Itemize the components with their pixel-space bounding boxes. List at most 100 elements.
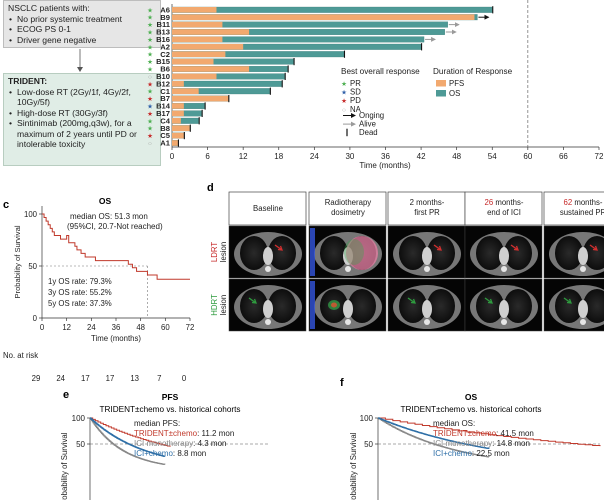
swimmer-tick-label: 6 xyxy=(205,152,210,161)
panel-letter-c: c xyxy=(3,199,9,211)
pfs-bar xyxy=(172,140,178,146)
os-bar xyxy=(171,80,282,87)
ct-column-header xyxy=(387,191,466,226)
legend-response-marker: ★ xyxy=(341,80,347,88)
response-marker: ★ xyxy=(147,66,153,74)
ct-image-hdrt-0 xyxy=(228,278,307,332)
swimmer-legend: Best overall response ★ PR★ SD★ PD○ NA Durat… xyxy=(341,67,513,137)
ct-image-ldrt-2 xyxy=(387,225,466,279)
lesion-arrow-icon xyxy=(589,244,598,251)
swimmer-row: ★ B9 xyxy=(147,13,490,22)
comp-curve-ici-mono xyxy=(90,417,166,465)
comp-legend-entry: ICI monotherapy: 4.3 mon xyxy=(134,439,227,448)
patient-id-label: B12 xyxy=(156,79,170,88)
risk-count: 24 xyxy=(56,374,65,383)
response-marker: ★ xyxy=(147,132,153,140)
os-km-x-tick-label: 48 xyxy=(136,323,145,332)
panel-letter-d: d xyxy=(207,182,214,194)
ct-column-header-text: sustained PR xyxy=(560,208,604,217)
swimmer-tick-label: 30 xyxy=(345,152,354,161)
os-km-curve xyxy=(42,213,190,280)
ct-column-header xyxy=(464,191,543,226)
response-marker: ★ xyxy=(147,51,153,59)
lesion-arrow-icon xyxy=(484,297,493,304)
swimmer-tick-label: 24 xyxy=(310,152,319,161)
swimmer-tick-label: 18 xyxy=(274,152,283,161)
swimmer-row: ★ C5 xyxy=(147,131,185,140)
pfs-bar xyxy=(172,95,229,102)
pfs-bar xyxy=(172,118,181,124)
patient-id-label: C4 xyxy=(160,116,170,125)
os-km-title: OS xyxy=(99,196,112,206)
patient-id-label: A1 xyxy=(160,139,170,148)
risk-count: 17 xyxy=(106,374,115,383)
response-marker: ★ xyxy=(147,117,153,125)
pfs-bar xyxy=(172,73,217,80)
ct-column-header xyxy=(543,191,604,226)
pfs-title: PFS xyxy=(162,392,179,402)
patient-id-label: B16 xyxy=(156,35,170,44)
ct-column-header xyxy=(228,191,307,226)
comp-curve-ici-mono xyxy=(378,417,490,458)
response-marker: ★ xyxy=(147,36,153,44)
pfs-bar xyxy=(172,29,250,35)
risk-count: 29 xyxy=(32,374,41,383)
comp-legend-entry: TRIDENT±chemo: 11.2 mon xyxy=(134,429,234,438)
os-rate-5y: 5y OS rate: 37.3% xyxy=(48,299,112,308)
ct-image-hdrt-1 xyxy=(308,278,387,332)
ct-image-ldrt-1 xyxy=(308,225,387,279)
ct-row-label: LDRT xyxy=(210,242,219,262)
ct-column-header-text: 26 months- xyxy=(484,198,523,207)
os-km-plot: OS 0 12 24 36 48 60 72 0 50 100 median OS: 51.3 m… xyxy=(3,196,194,383)
pfs-comparison-plot: PFS TRIDENT±chemo vs. historical cohorts… xyxy=(60,392,268,500)
inclusion-criteria-header: NSCLC patients with: xyxy=(8,3,90,13)
flow-arrowhead xyxy=(77,67,83,72)
comp-legend-entry: ICI monotherapy: 14.8 mon xyxy=(433,439,530,448)
risk-count: 0 xyxy=(182,374,187,383)
legend-status-label: Dead xyxy=(359,128,378,137)
patient-id-label: B7 xyxy=(160,94,170,103)
legend-duration-title: Duration of Response xyxy=(433,67,513,76)
ct-row-label: HDRT xyxy=(210,294,219,316)
response-marker: ★ xyxy=(147,125,153,133)
pfs-y-label: Probability of Survival xyxy=(60,432,69,500)
pfs-bar xyxy=(172,66,250,72)
patient-id-label: A6 xyxy=(160,5,170,14)
comp-legend-entry: ICI+chemo: 8.8 mon xyxy=(134,449,206,458)
lesion-arrow-icon xyxy=(433,244,442,251)
swimmer-row: ★ B16 xyxy=(147,35,437,44)
ct-column-header-text: 62 months- xyxy=(563,198,602,207)
response-marker: ★ xyxy=(147,95,153,103)
pfs-bar xyxy=(172,132,184,139)
os-km-y-label: Probability of Survival xyxy=(13,225,22,298)
panel-letter-e: e xyxy=(63,389,69,401)
legend-response-marker: ★ xyxy=(341,89,347,97)
pfs-bar xyxy=(172,14,475,20)
ct-image-hdrt-2 xyxy=(387,278,466,332)
legend-response-label: NA xyxy=(350,105,362,114)
trident-item: Low-dose RT (2Gy/1f, 4Gy/2f, 10Gy/5f) xyxy=(8,87,156,108)
pfs-bar xyxy=(172,58,214,65)
ct-image-ldrt-3 xyxy=(464,225,543,279)
inclusion-item: ECOG PS 0-1 xyxy=(8,24,156,35)
os-km-x-tick-label: 12 xyxy=(62,323,71,332)
legend-duration-label: OS xyxy=(449,89,460,98)
os-comp-legend-title: median OS: xyxy=(433,419,475,428)
swimmer-tick-label: 42 xyxy=(417,152,426,161)
response-marker: ★ xyxy=(147,58,153,66)
response-marker: ★ xyxy=(147,110,153,118)
response-marker: ★ xyxy=(147,88,153,96)
comp-legend-entry: TRIDENT±chemo: 41.5 mon xyxy=(433,429,534,438)
risk-count: 13 xyxy=(130,374,139,383)
comp-y-tick-label: 100 xyxy=(72,414,86,423)
ct-column-header-text: 2 months- xyxy=(410,198,445,207)
patient-id-label: C5 xyxy=(160,131,170,140)
ct-image-hdrt-4 xyxy=(543,278,604,332)
os-km-ci-text: (95%CI, 20.7-Not reached) xyxy=(67,222,163,231)
legend-response-title: Best overall response xyxy=(341,67,420,76)
legend-response-label: PR xyxy=(350,79,361,88)
ct-image-hdrt-3 xyxy=(464,278,543,332)
swimmer-tick-label: 72 xyxy=(595,152,604,161)
pfs-bar xyxy=(172,51,226,57)
legend-status-label: Alive xyxy=(359,120,376,129)
